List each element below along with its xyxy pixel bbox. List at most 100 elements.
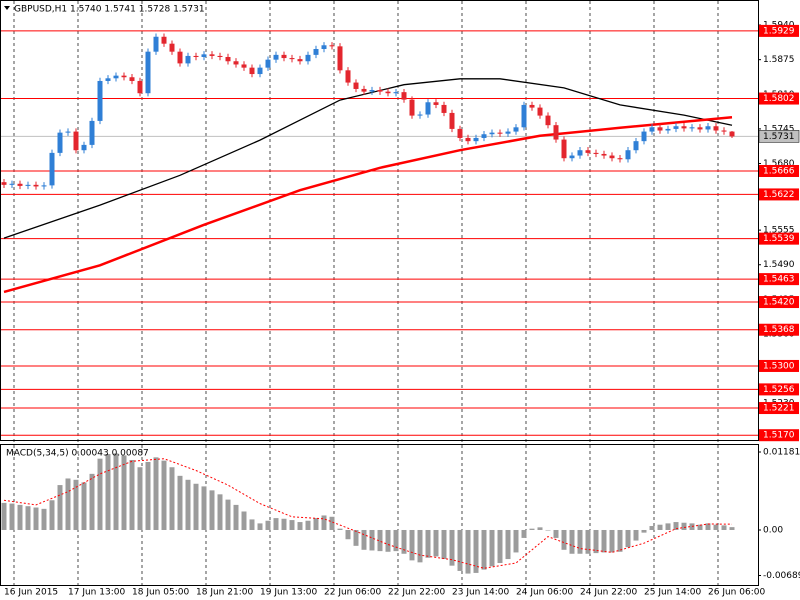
macd-bar [145, 461, 151, 530]
macd-bar [97, 458, 103, 530]
macd-bar [513, 529, 519, 553]
level-label: 1.5802 [763, 94, 795, 104]
macd-bar [289, 520, 295, 530]
candle-body [145, 51, 151, 94]
macd-bar [593, 529, 599, 554]
macd-bar [409, 529, 415, 561]
macd-bar [177, 475, 183, 530]
candle-body [633, 141, 639, 151]
macd-bar [561, 529, 567, 550]
y-tick-label: 1.5745 [763, 124, 795, 134]
candle-body [457, 128, 463, 138]
candle-body [233, 61, 239, 65]
candle-body [689, 127, 695, 129]
candle-body [585, 150, 591, 153]
candle-body [617, 158, 623, 160]
candle-body [105, 78, 111, 81]
candle-body [673, 126, 679, 129]
candle-body [449, 112, 455, 129]
x-tick-label: 24 Jun 06:00 [516, 588, 573, 598]
macd-bar [433, 529, 439, 557]
macd-bar [617, 529, 623, 552]
candle-body [369, 90, 375, 92]
candle-body [417, 114, 423, 116]
candle-body [265, 59, 271, 68]
level-label-box [759, 92, 799, 105]
macd-bar [457, 529, 463, 571]
macd-bar [217, 494, 223, 530]
macd-bar [689, 523, 695, 530]
macd-bar [105, 454, 111, 530]
candle-body [465, 137, 471, 142]
macd-bar [281, 518, 287, 530]
macd-bar [481, 529, 487, 570]
macd-bar [497, 529, 503, 564]
macd-bar [41, 508, 47, 530]
level-label-box [759, 188, 799, 201]
macd-bar [729, 527, 735, 530]
candle-body [89, 120, 95, 145]
candle-body [433, 102, 439, 105]
y-tick-label: 0.00 [763, 525, 783, 535]
macd-bar [65, 478, 71, 530]
candle-body [81, 144, 87, 151]
candle-body [577, 150, 583, 156]
macd-frame [0, 444, 759, 586]
menu-arrow [4, 6, 10, 10]
macd-bar [193, 483, 199, 530]
candle-body [481, 134, 487, 138]
moving-average [3, 115, 733, 294]
level-label-box [759, 383, 799, 396]
macd-bar [537, 527, 543, 530]
level-label: 1.5666 [763, 166, 795, 176]
candle-body [657, 127, 663, 131]
candle-body [345, 70, 351, 83]
candle-body [713, 126, 719, 131]
macd-bar [721, 525, 727, 530]
macd-bar [625, 529, 631, 548]
level-label: 1.5170 [763, 431, 795, 441]
macd-bar [225, 499, 231, 530]
macd-bar [185, 479, 191, 530]
macd-bar [609, 529, 615, 553]
candle-body [297, 59, 303, 62]
macd-bar [369, 529, 375, 551]
level-label-box [759, 359, 799, 372]
candle-body [57, 132, 63, 153]
candle-body [273, 54, 279, 60]
macd-bar [249, 519, 255, 530]
candle-body [697, 127, 703, 130]
x-tick-label: 18 Jun 05:00 [132, 588, 189, 598]
macd-bar [169, 467, 175, 530]
candle-body [65, 131, 71, 133]
level-label-box [759, 429, 799, 442]
macd-bar [305, 520, 311, 530]
candle-body [17, 183, 23, 186]
x-tick-label: 26 Jun 06:00 [708, 588, 765, 598]
level-label: 1.5221 [763, 404, 795, 414]
macd-bar [81, 482, 87, 530]
candle-body [641, 131, 647, 142]
level-label-box [759, 232, 799, 245]
macd-bar [577, 529, 583, 554]
candle-body [337, 46, 343, 71]
candle-body [217, 55, 223, 57]
y-tick-label: 1.5680 [763, 159, 795, 169]
candle-body [601, 153, 607, 156]
candle-body [225, 56, 231, 62]
macd-bar [233, 504, 239, 530]
x-tick-label: 22 Jun 22:00 [388, 588, 445, 598]
candle-body [33, 184, 39, 187]
candle-body [441, 104, 447, 113]
candle-body [113, 75, 119, 79]
macd-bar [585, 529, 591, 554]
macd-bar [401, 529, 407, 554]
moving-average [3, 78, 733, 239]
macd-bar [17, 504, 23, 530]
candle-body [129, 77, 135, 81]
macd-bar [449, 529, 455, 566]
candle-body [249, 67, 255, 75]
macd-bar [441, 529, 447, 560]
